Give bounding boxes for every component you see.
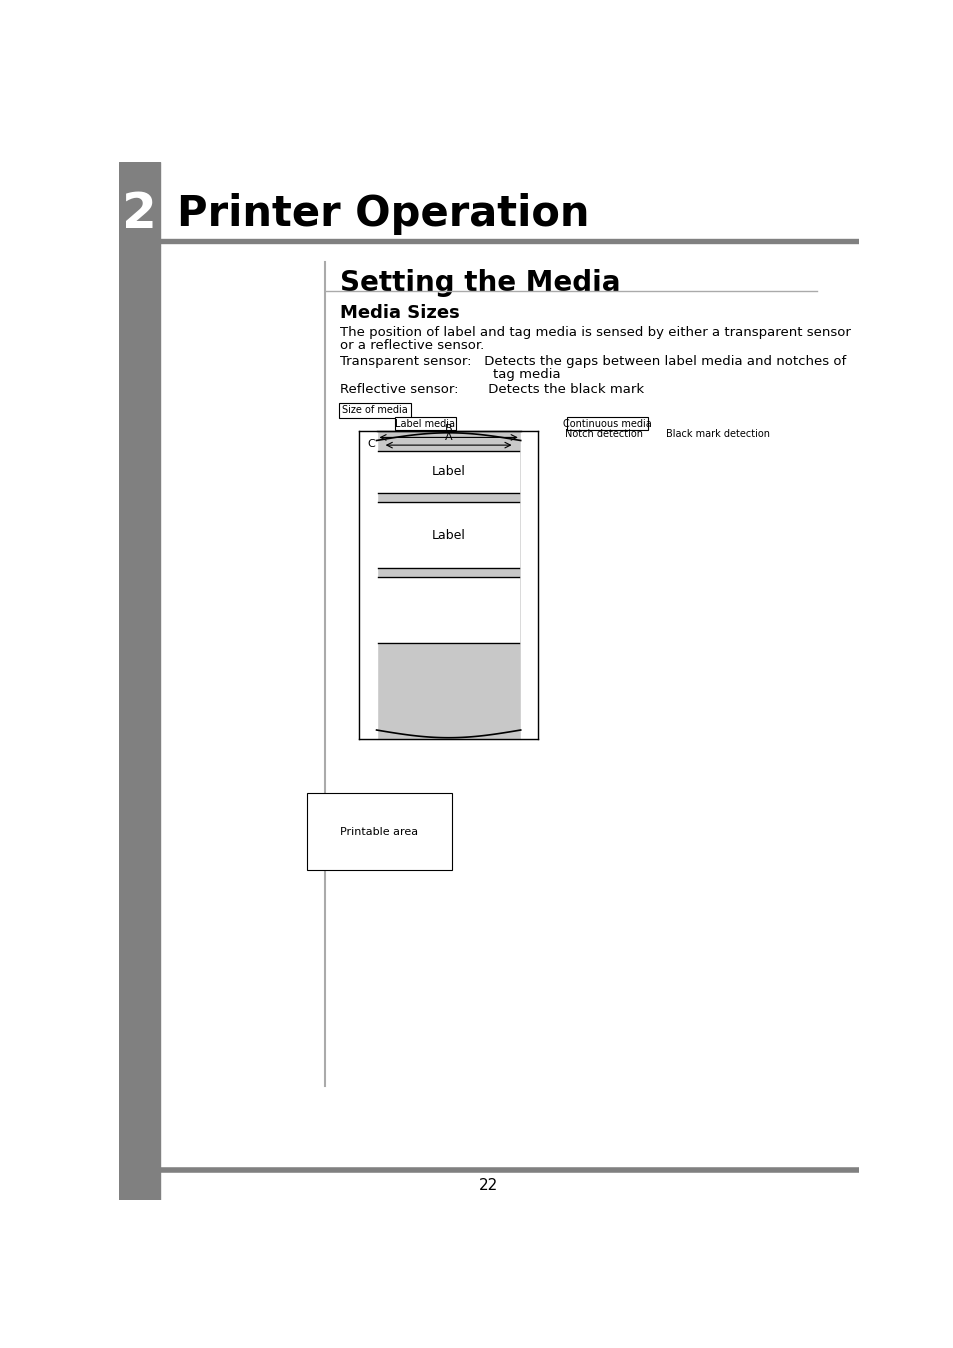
FancyBboxPatch shape	[395, 417, 456, 430]
Text: Printer Operation: Printer Operation	[177, 193, 589, 235]
Bar	[377, 501, 518, 569]
FancyBboxPatch shape	[567, 417, 647, 430]
Bar	[159, 239, 858, 244]
Text: Label: Label	[432, 528, 465, 542]
Bar	[119, 162, 858, 247]
Text: Reflective sensor:       Detects the black mark: Reflective sensor: Detects the black mar…	[340, 383, 643, 396]
Text: Size of media: Size of media	[342, 406, 408, 415]
Text: or a reflective sensor.: or a reflective sensor.	[340, 338, 484, 352]
Text: C: C	[367, 439, 375, 449]
Text: Label: Label	[432, 465, 465, 479]
Text: B: B	[444, 425, 452, 434]
Text: Label media: Label media	[395, 419, 455, 429]
Text: Setting the Media: Setting the Media	[340, 270, 620, 298]
Text: 22: 22	[478, 1178, 498, 1193]
Text: tag media: tag media	[340, 368, 560, 380]
Text: 2: 2	[122, 190, 156, 239]
Text: The position of label and tag media is sensed by either a transparent sensor: The position of label and tag media is s…	[340, 326, 850, 340]
Bar	[359, 431, 537, 739]
Text: Printable area: Printable area	[340, 826, 417, 837]
Bar	[377, 577, 518, 643]
Bar	[377, 450, 518, 493]
Text: Notch detection: Notch detection	[564, 429, 642, 438]
FancyBboxPatch shape	[338, 403, 411, 418]
Bar	[359, 431, 376, 739]
Bar	[520, 431, 537, 739]
Text: Media Sizes: Media Sizes	[340, 303, 459, 322]
Text: A: A	[444, 433, 452, 442]
Text: Continuous media: Continuous media	[562, 419, 651, 429]
Bar	[119, 247, 159, 1200]
Text: Black mark detection: Black mark detection	[665, 429, 769, 438]
Bar	[119, 162, 159, 247]
Text: Transparent sensor:   Detects the gaps between label media and notches of: Transparent sensor: Detects the gaps bet…	[340, 356, 845, 368]
